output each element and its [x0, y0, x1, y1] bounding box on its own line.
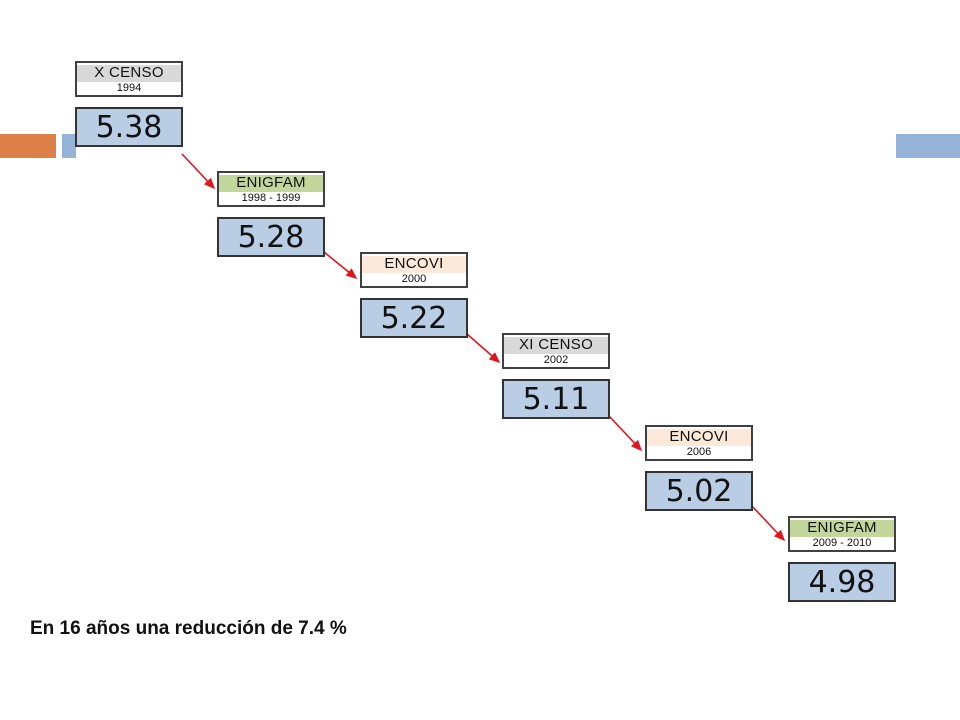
step-year: 1998 - 1999: [219, 191, 323, 205]
step-label-box: ENCOVI 2000: [360, 252, 468, 288]
step-label-box: XI CENSO 2002: [502, 333, 610, 369]
decorative-bar-orange: [0, 134, 56, 158]
step-value: 4.98: [788, 562, 896, 602]
step-encovi-2006: ENCOVI 2006 5.02: [645, 425, 753, 511]
step-xi-censo-2002: XI CENSO 2002 5.11: [502, 333, 610, 419]
step-year: 2009 - 2010: [790, 536, 894, 550]
step-value: 5.22: [360, 298, 468, 338]
step-x-censo-1994: X CENSO 1994 5.38: [75, 61, 183, 147]
step-year: 1994: [77, 81, 181, 95]
step-year: 2000: [362, 272, 466, 286]
step-name: ENIGFAM: [790, 519, 894, 537]
step-name: XI CENSO: [504, 336, 608, 354]
step-value: 5.38: [75, 107, 183, 147]
arrow-2: [323, 251, 358, 280]
decorative-bar-blue-right: [896, 134, 960, 158]
step-name: ENCOVI: [647, 428, 751, 446]
arrow-1: [181, 153, 216, 190]
step-label-box: ENIGFAM 1998 - 1999: [217, 171, 325, 207]
step-label-box: ENCOVI 2006: [645, 425, 753, 461]
arrow-5: [751, 505, 786, 542]
step-name: ENIGFAM: [219, 174, 323, 192]
step-name: ENCOVI: [362, 255, 466, 273]
summary-caption: En 16 años una reducción de 7.4 %: [30, 618, 347, 639]
step-year: 2006: [647, 445, 751, 459]
step-label-box: X CENSO 1994: [75, 61, 183, 97]
step-value: 5.11: [502, 379, 610, 419]
decorative-bar-blue-left: [62, 134, 76, 158]
step-value: 5.28: [217, 217, 325, 257]
step-enigfam-2009-2010: ENIGFAM 2009 - 2010 4.98: [788, 516, 896, 602]
arrow-3: [466, 333, 501, 364]
arrow-4: [608, 415, 643, 452]
step-name: X CENSO: [77, 64, 181, 82]
step-label-box: ENIGFAM 2009 - 2010: [788, 516, 896, 552]
step-year: 2002: [504, 353, 608, 367]
step-enigfam-1998-1999: ENIGFAM 1998 - 1999 5.28: [217, 171, 325, 257]
step-encovi-2000: ENCOVI 2000 5.22: [360, 252, 468, 338]
step-value: 5.02: [645, 471, 753, 511]
